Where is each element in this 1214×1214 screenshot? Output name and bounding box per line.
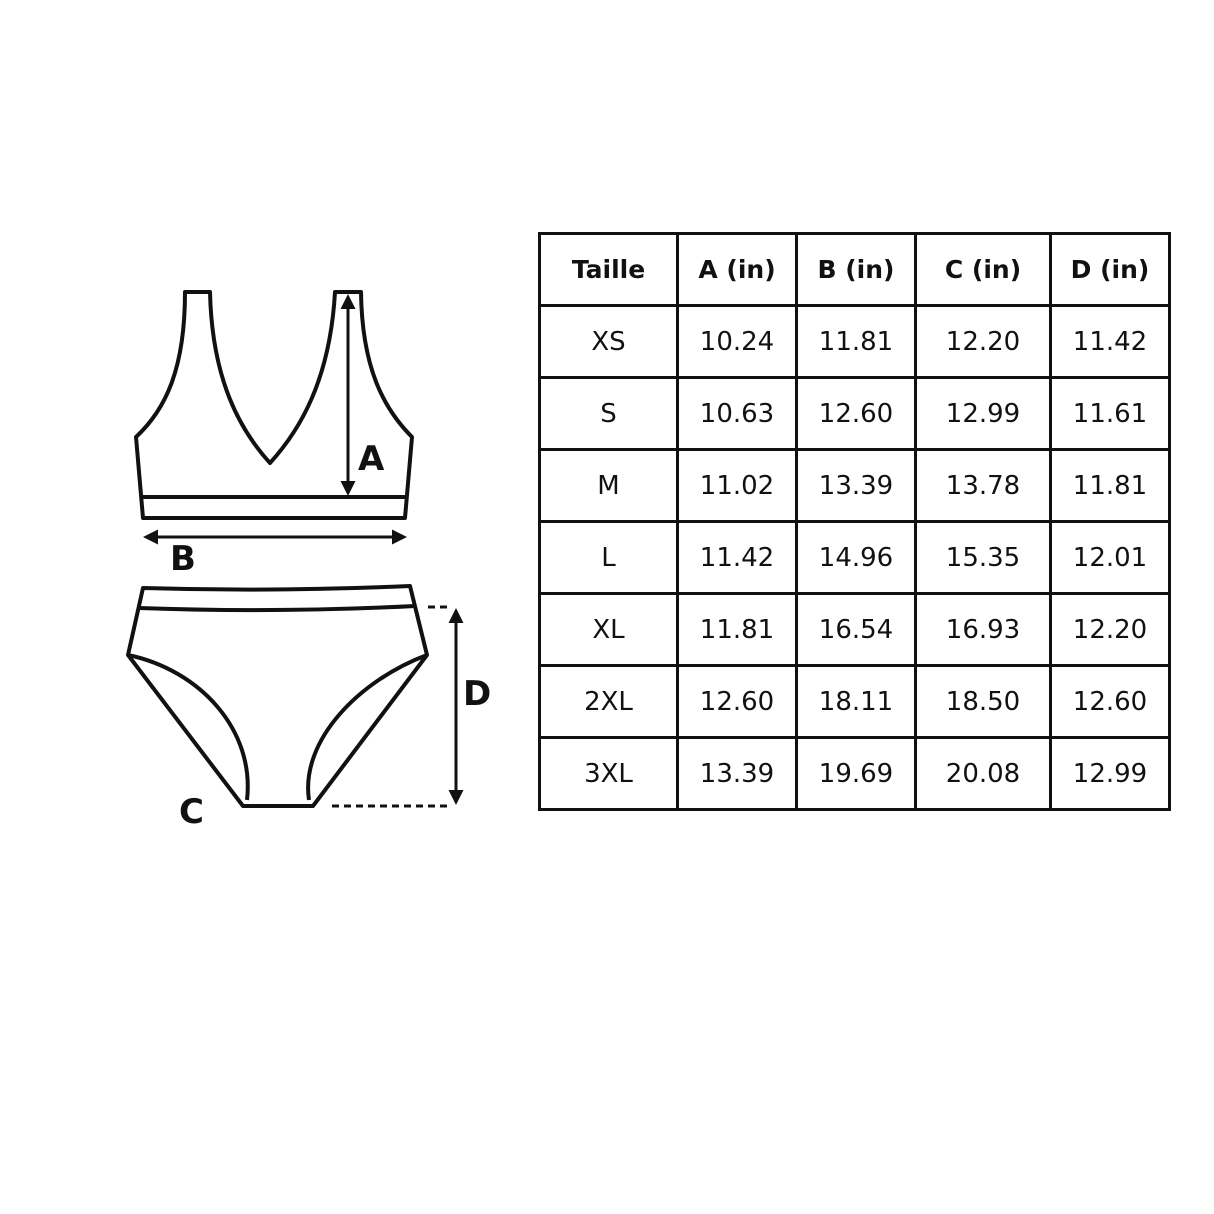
bikini-bottom-outline — [126, 584, 429, 808]
table-row: XL 11.81 16.54 16.93 12.20 — [538, 592, 1171, 667]
label-c: C — [179, 792, 204, 832]
measurement-cell: 13.78 — [914, 448, 1052, 523]
measurement-cell: 11.81 — [1049, 448, 1171, 523]
measurement-cell: 12.60 — [795, 376, 917, 451]
measurement-cell: 11.81 — [676, 592, 798, 667]
measurement-cell: 12.60 — [1049, 664, 1171, 739]
header-d: D (in) — [1049, 232, 1171, 307]
measurement-cell: 13.39 — [795, 448, 917, 523]
measurement-cell: 11.81 — [795, 304, 917, 379]
header-c: C (in) — [914, 232, 1052, 307]
measurement-cell: 11.02 — [676, 448, 798, 523]
header-b: B (in) — [795, 232, 917, 307]
header-size: Taille — [538, 232, 679, 307]
header-a: A (in) — [676, 232, 798, 307]
measurement-cell: 16.54 — [795, 592, 917, 667]
measurement-cell: 11.61 — [1049, 376, 1171, 451]
measurement-cell: 11.42 — [1049, 304, 1171, 379]
size-cell: 2XL — [538, 664, 679, 739]
measurement-cell: 18.50 — [914, 664, 1052, 739]
table-row: 3XL 13.39 19.69 20.08 12.99 — [538, 736, 1171, 811]
table-row: S 10.63 12.60 12.99 11.61 — [538, 376, 1171, 451]
size-cell: M — [538, 448, 679, 523]
measurement-cell: 12.20 — [1049, 592, 1171, 667]
measurement-cell: 16.93 — [914, 592, 1052, 667]
measurement-cell: 20.08 — [914, 736, 1052, 811]
measurement-cell: 10.63 — [676, 376, 798, 451]
label-a: A — [358, 439, 385, 479]
table-header-row: Taille A (in) B (in) C (in) D (in) — [538, 232, 1171, 307]
measurement-cell: 12.01 — [1049, 520, 1171, 595]
measurement-cell: 12.99 — [914, 376, 1052, 451]
size-table: Taille A (in) B (in) C (in) D (in) XS 10.… — [538, 232, 1171, 811]
measurement-cell: 12.60 — [676, 664, 798, 739]
label-b: B — [170, 539, 196, 579]
table-row: 2XL 12.60 18.11 18.50 12.60 — [538, 664, 1171, 739]
measurement-cell: 15.35 — [914, 520, 1052, 595]
table-row: L 11.42 14.96 15.35 12.01 — [538, 520, 1171, 595]
bra-top-outline — [134, 290, 414, 520]
size-cell: 3XL — [538, 736, 679, 811]
measurement-cell: 11.42 — [676, 520, 798, 595]
measurement-cell: 19.69 — [795, 736, 917, 811]
size-cell: L — [538, 520, 679, 595]
measurement-cell: 12.99 — [1049, 736, 1171, 811]
table-row: M 11.02 13.39 13.78 11.81 — [538, 448, 1171, 523]
table-row: XS 10.24 11.81 12.20 11.42 — [538, 304, 1171, 379]
size-cell: XL — [538, 592, 679, 667]
measurement-cell: 14.96 — [795, 520, 917, 595]
measurement-cell: 13.39 — [676, 736, 798, 811]
measurement-cell: 18.11 — [795, 664, 917, 739]
measurement-cell: 12.20 — [914, 304, 1052, 379]
size-cell: S — [538, 376, 679, 451]
size-cell: XS — [538, 304, 679, 379]
measurement-cell: 10.24 — [676, 304, 798, 379]
label-d: D — [463, 674, 491, 714]
